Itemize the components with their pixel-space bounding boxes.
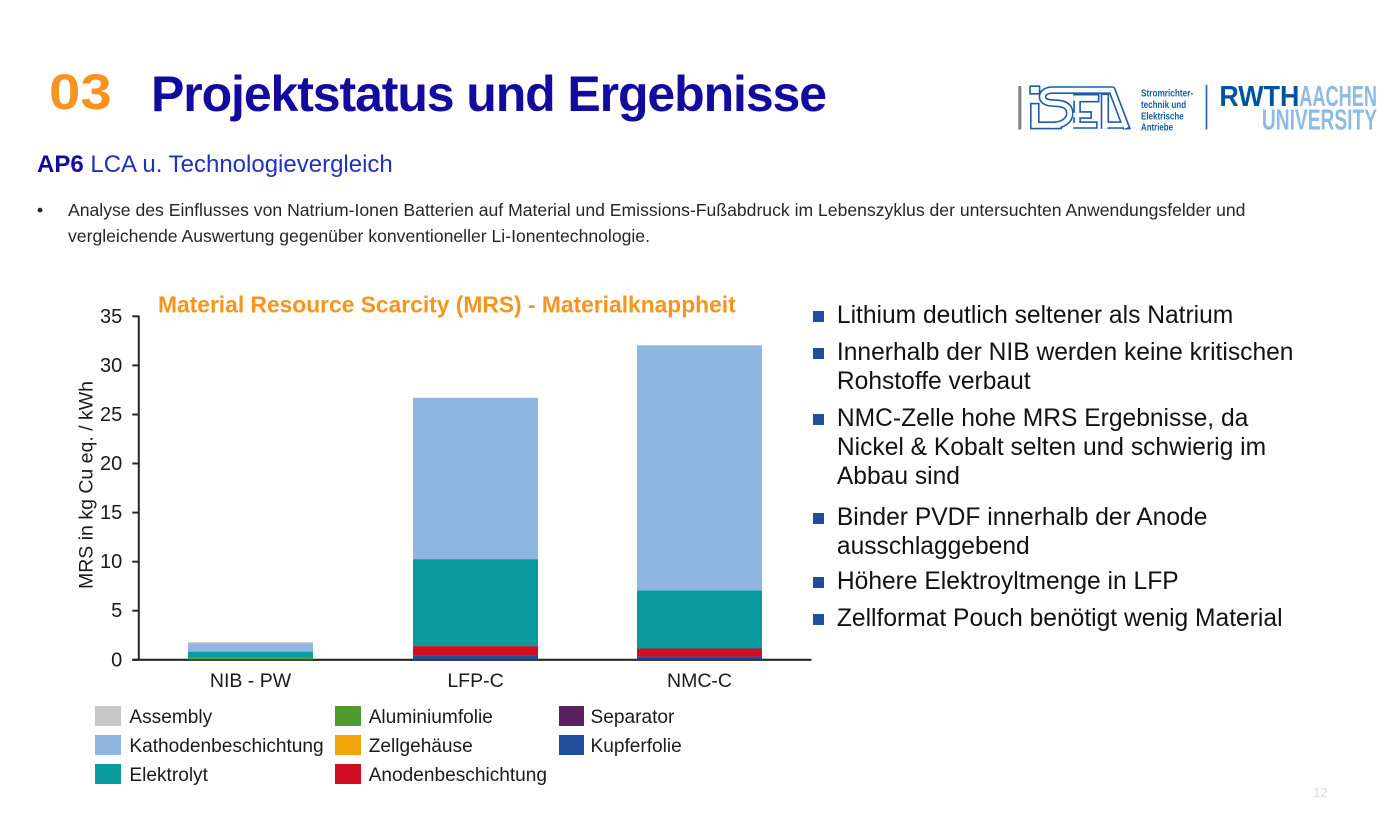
svg-text:30: 30 (100, 355, 122, 377)
svg-text:MRS in kg Cu eq. / kWh: MRS in kg Cu eq. / kWh (76, 381, 98, 589)
svg-text:35: 35 (100, 306, 122, 328)
svg-text:technik und: technik und (1141, 100, 1186, 111)
svg-text:UNIVERSITY: UNIVERSITY (1262, 105, 1377, 137)
svg-text:15: 15 (100, 502, 122, 524)
svg-text:NMC-C: NMC-C (667, 670, 732, 692)
svg-text:25: 25 (100, 404, 122, 426)
svg-text:AACHEN: AACHEN (1299, 81, 1377, 113)
svg-text:RWTH: RWTH (1219, 81, 1299, 113)
svg-text:20: 20 (100, 453, 122, 475)
svg-text:Stromrichter-: Stromrichter- (1141, 89, 1194, 100)
svg-text:NIB - PW: NIB - PW (210, 670, 292, 692)
svg-text:10: 10 (100, 551, 122, 573)
svg-text:0: 0 (111, 649, 122, 671)
svg-text:Elektrische: Elektrische (1141, 111, 1184, 122)
svg-text:Material Resource Scarcity (MR: Material Resource Scarcity (MRS) - Mater… (158, 292, 736, 318)
svg-text:5: 5 (111, 600, 122, 622)
svg-text:Antriebe: Antriebe (1141, 123, 1173, 134)
svg-text:LFP-C: LFP-C (447, 670, 503, 692)
